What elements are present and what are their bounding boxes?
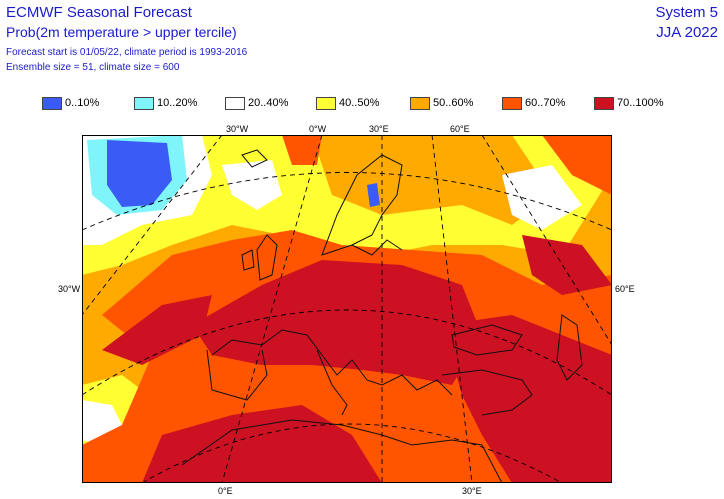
axis-label-top: 60°E [450, 124, 470, 134]
coast-south-europe [211, 329, 453, 396]
legend-item: 10..20% [134, 95, 197, 111]
field-0-10 [107, 140, 172, 207]
lat-line [82, 172, 612, 231]
axis-label-top: 0°W [309, 124, 327, 134]
coast-turkey [441, 369, 533, 416]
forecast-map [82, 135, 612, 488]
season-label: JJA 2022 [656, 24, 718, 41]
coast-black-sea [451, 324, 523, 356]
field-70-100 [192, 260, 482, 385]
axis-label-left: 30°W [58, 284, 81, 294]
field-20-40 [502, 165, 582, 230]
legend-label: 50..60% [433, 97, 474, 109]
legend-swatch [316, 96, 336, 110]
field-0-10 [367, 183, 380, 207]
lon-line [82, 135, 223, 316]
map-subtitle: Prob(2m temperature > upper tercile) [6, 24, 237, 40]
axis-label-bottom: 30°E [462, 486, 482, 496]
coast-britain [256, 234, 278, 281]
field-70-100 [142, 405, 382, 483]
ensemble-info: Ensemble size = 51, climate size = 600 [6, 62, 180, 73]
legend-label: 10..20% [157, 97, 198, 109]
legend-item: 0..10% [42, 95, 99, 111]
field-70-100 [102, 295, 212, 365]
lon-line [431, 135, 473, 483]
forecast-info: Forecast start is 01/05/22, climate peri… [6, 47, 248, 58]
legend-label: 60..70% [525, 97, 566, 109]
field-60-70 [282, 135, 322, 165]
coast-ireland [241, 249, 255, 271]
legend-label: 20..40% [248, 97, 289, 109]
legend-swatch [225, 96, 245, 110]
legend-item: 20..40% [225, 95, 288, 111]
legend-item: 70..100% [594, 95, 663, 111]
field-20-40 [222, 160, 282, 210]
graticule [82, 135, 612, 483]
axis-label-top: 30°E [369, 124, 389, 134]
legend-label: 70..100% [617, 97, 664, 109]
map-border [82, 135, 612, 483]
legend: 0..10% 10..20% 20..40% 40..50% 50..60% 6… [0, 95, 724, 113]
coast-iberia [206, 349, 268, 401]
coast-italy [316, 349, 348, 416]
field-60-70 [542, 135, 612, 195]
legend-item: 60..70% [502, 95, 565, 111]
axis-label-top: 30°W [226, 124, 249, 134]
coast-iceland [241, 149, 268, 168]
system-label: System 5 [655, 4, 718, 21]
legend-swatch [410, 96, 430, 110]
legend-label: 0..10% [65, 97, 100, 109]
coast-red-sea [481, 444, 503, 483]
lon-line [221, 135, 323, 483]
field-40-50 [82, 135, 612, 275]
map-title: ECMWF Seasonal Forecast [6, 4, 192, 21]
axis-label-right: 60°E [615, 284, 635, 294]
field-70-100 [522, 235, 612, 295]
legend-item: 50..60% [410, 95, 473, 111]
legend-swatch [42, 96, 62, 110]
coast-scandinavia [321, 154, 403, 256]
legend-label: 40..50% [339, 97, 380, 109]
legend-item: 40..50% [316, 95, 379, 111]
axis-label-bottom: 0°E [218, 486, 233, 496]
map-canvas [82, 135, 612, 483]
coast-north-africa [181, 419, 483, 466]
coast-baltic [351, 239, 403, 256]
coastlines [181, 149, 583, 483]
legend-swatch [134, 96, 154, 110]
legend-swatch [594, 96, 614, 110]
coast-caspian [556, 314, 583, 381]
legend-swatch [502, 96, 522, 110]
lat-line [82, 309, 612, 396]
lat-line [141, 423, 563, 483]
